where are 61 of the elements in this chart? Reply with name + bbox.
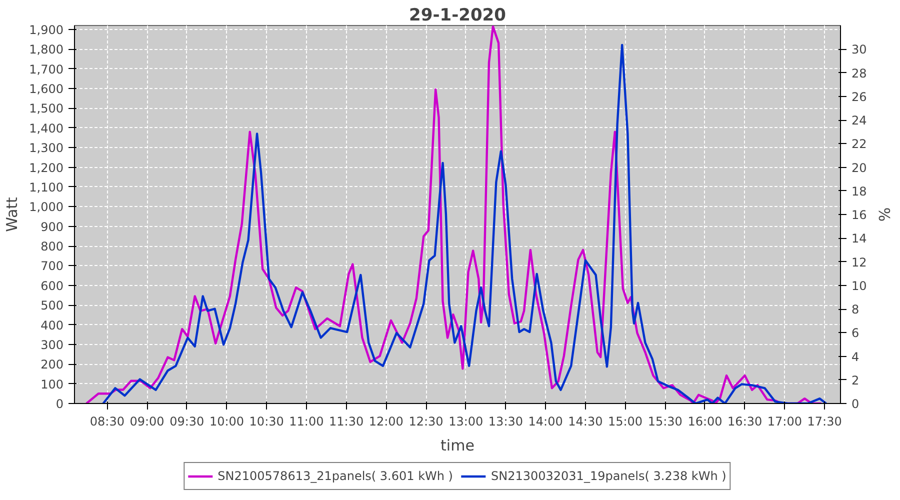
y2-tick-label: 6 [852,326,860,340]
x-tick-label: 11:00 [289,414,324,428]
y-tick-label: 500 [40,298,64,313]
y2-tick-label: 22 [852,137,867,152]
x-tick-label: 17:30 [807,414,842,428]
x-tick-label: 16:30 [728,414,762,428]
chart-title: 29-1-2020 [409,6,506,26]
y2-tick-label: 12 [852,255,867,270]
x-tick-label: 09:30 [170,414,204,428]
y2-tick-label: 30 [852,42,867,57]
y-tick-label: 1,500 [29,102,64,116]
y-tick-label: 800 [40,240,64,254]
y-tick-label: 1,300 [29,141,64,156]
y-tick-label: 1,000 [29,200,64,214]
y2-tick-label: 4 [852,350,860,364]
y2-tick-label: 18 [852,184,867,198]
y2-tick-label: 8 [852,302,860,316]
y-tick-label: 1,400 [29,121,64,136]
x-tick-label: 09:00 [130,414,164,428]
x-tick-label: 10:30 [249,414,284,428]
y2-tick-label: 24 [852,114,867,128]
x-tick-label: 14:30 [568,414,603,428]
x-tick-label: 13:00 [448,414,484,428]
legend-label: SN2100578613_21panels( 3.601 kWh ) [218,469,453,483]
x-tick-label: 12:30 [408,414,444,428]
y2-tick-label: 28 [852,66,867,80]
y-tick-label: 700 [40,259,64,274]
x-tick-label: 08:30 [90,414,124,428]
y-tick-label: 1,100 [29,180,64,194]
y2-axis-title: % [874,207,893,222]
y2-tick-label: 26 [852,90,867,104]
y-axis-title: Watt [3,196,22,232]
y-tick-label: 600 [40,278,64,293]
x-tick-label: 10:00 [209,414,244,428]
x-tick-label: 16:00 [688,414,722,428]
y2-tick-label: 2 [852,373,860,388]
y-tick-label: 100 [40,377,64,392]
x-tick-label: 15:00 [608,414,643,428]
y2-tick-label: 14 [852,232,867,246]
y-tick-label: 300 [40,338,64,352]
y-tick-label: 200 [40,358,64,372]
y-tick-label: 1,900 [29,22,64,37]
y-tick-label: 900 [40,220,64,234]
legend-label: SN2130032031_19panels( 3.238 kWh ) [491,469,726,483]
x-axis-title: time [440,436,474,454]
y2-tick-label: 0 [852,397,860,411]
y-tick-label: 1,700 [29,62,64,76]
y-tick-label: 1,200 [29,160,64,175]
x-tick-label: 13:30 [488,414,524,428]
y2-tick-label: 10 [852,278,867,293]
y-tick-label: 0 [56,397,64,411]
y-tick-label: 1,600 [29,82,64,96]
y-tick-label: 1,800 [29,42,64,57]
x-tick-label: 15:30 [648,414,682,428]
x-tick-label: 17:00 [767,414,802,428]
x-tick-label: 11:30 [329,414,364,428]
y-tick-label: 400 [40,318,64,332]
y2-tick-label: 16 [852,208,867,222]
x-tick-label: 12:00 [368,414,404,428]
x-tick-label: 14:00 [528,414,563,428]
y2-tick-label: 20 [852,160,867,175]
